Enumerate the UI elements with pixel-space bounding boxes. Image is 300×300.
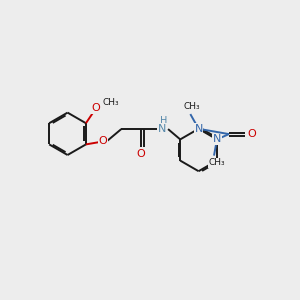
Text: CH₃: CH₃ (184, 102, 200, 111)
Text: H: H (160, 116, 167, 126)
Text: O: O (99, 136, 107, 146)
Text: O: O (92, 103, 100, 113)
Text: O: O (136, 149, 146, 159)
Text: N: N (158, 124, 166, 134)
Text: N: N (213, 134, 221, 144)
Text: CH₃: CH₃ (208, 158, 225, 167)
Text: CH₃: CH₃ (102, 98, 119, 107)
Text: N: N (194, 124, 203, 134)
Text: O: O (247, 129, 256, 139)
